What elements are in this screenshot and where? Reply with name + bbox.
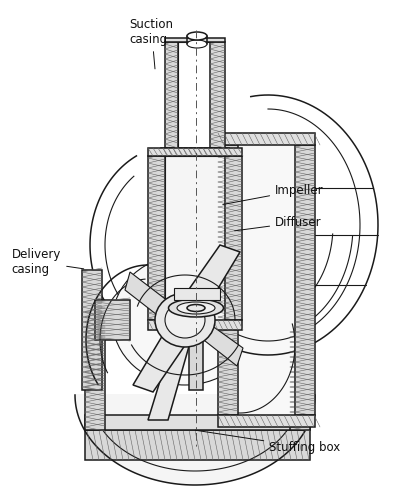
Text: Stuffing box: Stuffing box [195,430,340,453]
Text: Delivery
casing: Delivery casing [12,248,84,276]
Ellipse shape [187,40,207,48]
Polygon shape [218,145,238,415]
Ellipse shape [165,302,205,338]
Polygon shape [218,415,315,427]
Ellipse shape [155,293,215,347]
Polygon shape [161,148,229,156]
Polygon shape [95,300,130,340]
Polygon shape [225,156,242,320]
Polygon shape [165,38,225,42]
Ellipse shape [187,32,207,40]
Polygon shape [125,272,177,325]
Polygon shape [238,145,295,415]
Polygon shape [191,315,243,366]
Polygon shape [133,315,190,392]
Polygon shape [148,148,242,156]
Text: Suction
casing: Suction casing [130,18,174,69]
Polygon shape [210,42,225,148]
Text: Diffuser: Diffuser [235,216,322,231]
Polygon shape [174,288,220,300]
Polygon shape [85,310,105,430]
Polygon shape [218,133,315,145]
Polygon shape [148,156,165,320]
Polygon shape [189,44,203,390]
Ellipse shape [169,299,224,317]
Ellipse shape [112,255,257,385]
Ellipse shape [177,302,215,314]
Polygon shape [165,42,178,148]
Text: Impeller: Impeller [223,184,324,205]
Polygon shape [85,430,310,460]
Polygon shape [82,270,102,390]
Polygon shape [165,156,225,320]
Polygon shape [148,320,242,330]
Polygon shape [290,330,310,430]
Polygon shape [75,395,315,485]
Polygon shape [180,245,240,325]
Polygon shape [148,290,205,420]
Polygon shape [85,415,310,430]
Polygon shape [295,145,315,415]
Polygon shape [178,42,210,148]
Ellipse shape [187,304,205,312]
